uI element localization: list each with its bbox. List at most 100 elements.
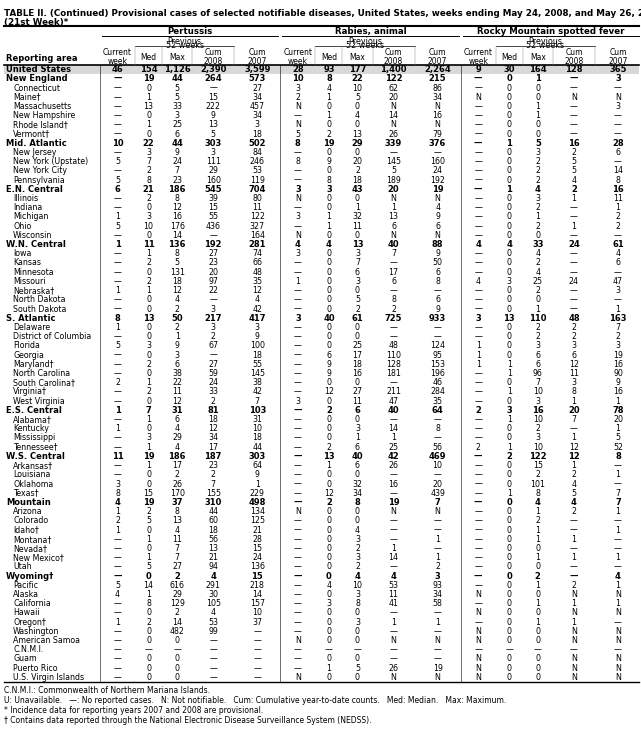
Text: 1: 1 [391, 618, 396, 627]
Text: 0: 0 [326, 323, 331, 332]
Text: North Carolina: North Carolina [13, 369, 70, 378]
Text: 5: 5 [115, 222, 120, 231]
Text: —: — [614, 296, 622, 304]
Text: 6: 6 [435, 222, 440, 231]
Text: Connecticut: Connecticut [13, 83, 60, 92]
Text: N: N [571, 627, 577, 636]
Text: 9: 9 [211, 111, 215, 120]
Text: —: — [294, 461, 302, 470]
Text: 34: 34 [433, 590, 443, 599]
Text: 0: 0 [326, 231, 331, 240]
Text: N: N [571, 673, 577, 682]
Text: 2: 2 [326, 130, 331, 139]
Text: 0: 0 [146, 304, 151, 313]
Text: 0: 0 [146, 231, 151, 240]
Text: —: — [294, 618, 302, 627]
Text: N: N [390, 194, 397, 203]
Text: —: — [253, 664, 262, 673]
Text: 0: 0 [535, 673, 540, 682]
Text: 0: 0 [507, 93, 512, 102]
Text: 153: 153 [430, 360, 445, 369]
Text: 1: 1 [615, 554, 620, 562]
Text: 0: 0 [355, 102, 360, 111]
Text: 0: 0 [326, 102, 331, 111]
Text: 24: 24 [172, 158, 182, 166]
Text: Pennsylvania: Pennsylvania [13, 176, 65, 184]
Text: 6: 6 [535, 360, 540, 369]
Text: 3: 3 [254, 323, 260, 332]
Text: —: — [113, 442, 122, 452]
Text: 0: 0 [174, 636, 179, 645]
Text: 6: 6 [354, 406, 360, 415]
Text: 5: 5 [355, 296, 360, 304]
Text: —: — [294, 516, 302, 525]
Text: 498: 498 [249, 498, 266, 507]
Text: 28: 28 [292, 65, 304, 74]
Text: 124: 124 [430, 341, 445, 350]
Text: 40: 40 [388, 406, 399, 415]
Text: 186: 186 [169, 452, 186, 461]
Text: 19: 19 [143, 452, 154, 461]
Text: —: — [570, 268, 578, 277]
Text: N: N [615, 636, 621, 645]
Text: 303: 303 [204, 139, 222, 148]
Text: 170: 170 [170, 489, 185, 498]
Text: 0: 0 [507, 461, 512, 470]
Text: 0: 0 [507, 259, 512, 268]
Text: 1: 1 [115, 618, 120, 627]
Text: 2: 2 [355, 544, 360, 553]
Text: N: N [435, 231, 440, 240]
Text: 67: 67 [208, 341, 218, 350]
Text: —: — [614, 544, 622, 553]
Text: 365: 365 [609, 65, 627, 74]
Text: 187: 187 [204, 452, 222, 461]
Text: 11: 11 [143, 240, 154, 249]
Text: 0: 0 [326, 148, 331, 157]
Text: —: — [390, 562, 397, 572]
Text: 704: 704 [249, 184, 266, 194]
Text: 19: 19 [388, 498, 399, 507]
Text: 186: 186 [169, 184, 186, 194]
Text: —: — [570, 249, 578, 258]
Text: 2: 2 [571, 323, 576, 332]
Text: 14: 14 [172, 231, 182, 240]
Text: —: — [474, 203, 482, 212]
Text: 0: 0 [507, 433, 512, 442]
Text: —: — [325, 645, 333, 654]
Text: 88: 88 [432, 240, 444, 249]
Text: 15: 15 [208, 203, 218, 212]
Text: N: N [295, 231, 301, 240]
Text: Med: Med [321, 53, 337, 62]
Text: 10: 10 [253, 424, 262, 433]
Text: —: — [113, 231, 122, 240]
Text: 20: 20 [433, 479, 443, 488]
Text: —: — [390, 378, 397, 387]
Text: 8: 8 [175, 194, 179, 203]
Text: —: — [113, 350, 122, 359]
Text: —: — [390, 259, 397, 268]
Text: 1: 1 [535, 111, 540, 120]
Text: —: — [570, 212, 578, 221]
Text: 52 weeks: 52 weeks [346, 41, 384, 50]
Text: 0: 0 [507, 554, 512, 562]
Text: 18: 18 [253, 350, 262, 359]
Text: —: — [474, 424, 482, 433]
Text: 1: 1 [571, 535, 576, 544]
Text: —: — [614, 231, 622, 240]
Text: 6: 6 [535, 350, 540, 359]
Text: 2: 2 [535, 424, 540, 433]
Text: —: — [474, 332, 482, 341]
Text: N: N [295, 636, 301, 645]
Text: —: — [474, 212, 482, 221]
Text: Nevada†: Nevada† [13, 544, 47, 553]
Text: —: — [113, 544, 122, 553]
Text: 1: 1 [535, 507, 540, 516]
Text: 44: 44 [208, 507, 218, 516]
Text: 0: 0 [507, 166, 512, 176]
Text: N: N [435, 507, 440, 516]
Text: 42: 42 [388, 452, 399, 461]
Text: 8: 8 [615, 452, 621, 461]
Text: 21: 21 [253, 526, 262, 535]
Text: 25: 25 [353, 341, 362, 350]
Text: —: — [474, 470, 482, 479]
